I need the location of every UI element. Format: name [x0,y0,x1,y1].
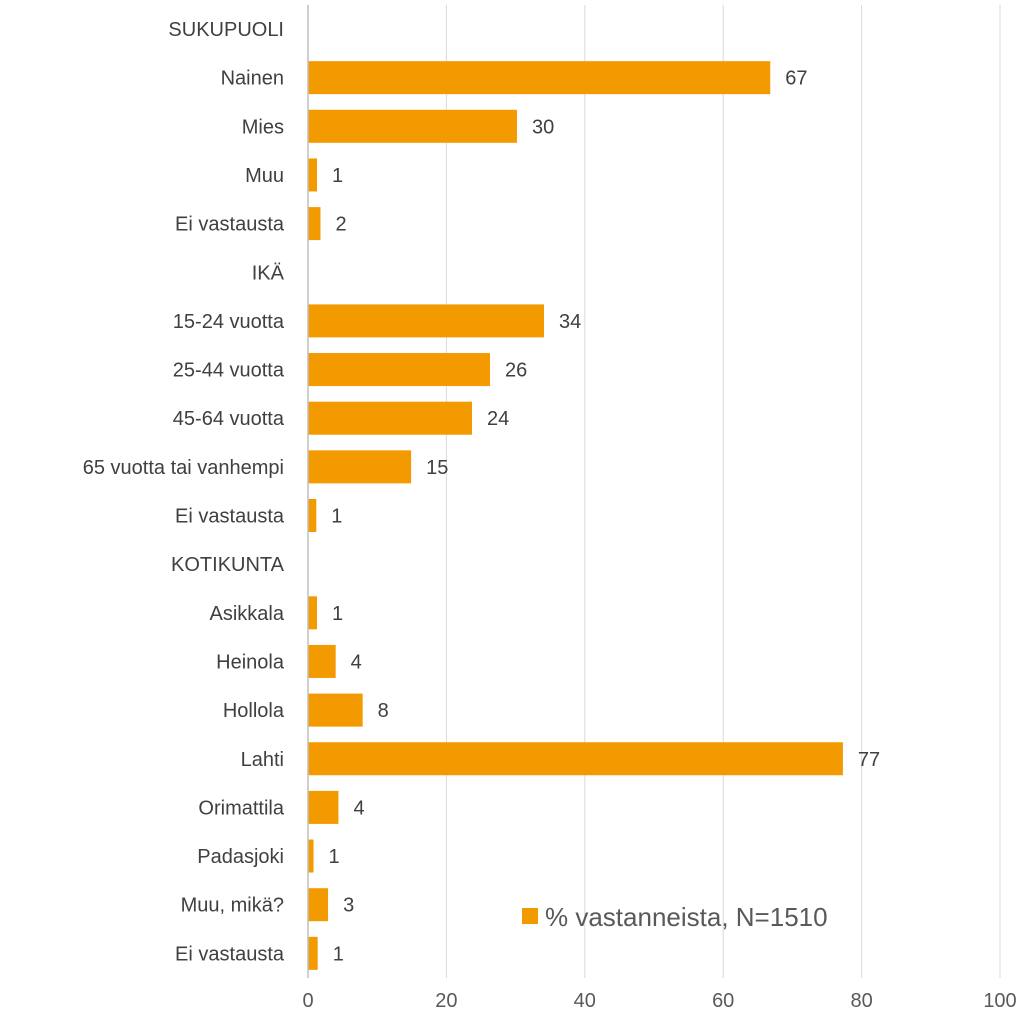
bar [308,888,329,922]
category-labels: SUKUPUOLI Nainen Mies Muu Ei vastausta IKÄ 15-… [83,19,285,965]
bar [308,596,317,630]
bar [308,61,771,95]
bar [308,353,490,387]
x-tick-label: 0 [302,990,313,1012]
bar [308,109,517,143]
category-label: Asikkala [210,603,285,625]
bar [308,158,317,192]
bar [308,693,363,727]
bar [308,499,317,532]
legend: % vastanneista, N=1510 [522,902,828,932]
gridlines [445,5,1001,978]
value-label: 1 [331,506,342,528]
x-tick-label: 80 [850,990,872,1012]
category-label: Hollola [223,700,285,722]
bar [308,401,473,435]
category-label: 15-24 vuotta [173,311,285,333]
value-label: 26 [505,360,527,382]
bar [308,207,321,241]
category-label: 45-64 vuotta [173,408,285,430]
bar [308,304,544,338]
category-label: Heinola [216,651,285,673]
category-label: Mies [242,116,284,138]
x-tick-label: 40 [574,990,596,1012]
bar [308,936,318,970]
category-label: Ei vastausta [175,506,285,528]
bar [308,839,314,873]
category-label: 65 vuotta tai vanhempi [83,457,284,479]
bar [308,742,843,776]
x-tick-label: 60 [712,990,734,1012]
x-tick-labels: 0 20 40 60 80 100 [302,990,1016,1012]
x-tick-label: 100 [983,990,1016,1012]
category-label: Padasjoki [197,846,284,868]
value-label: 8 [378,700,389,722]
value-label: 1 [329,846,340,868]
category-label: Ei vastausta [175,214,285,236]
value-label: 24 [487,408,509,430]
value-label: 1 [333,943,344,965]
bar [308,790,339,824]
bar [308,450,412,484]
value-label: 1 [332,165,343,187]
category-label: Nainen [221,68,284,90]
category-label: IKÄ [252,262,285,284]
category-label: KOTIKUNTA [171,554,285,576]
value-label: 15 [426,457,448,479]
value-label: 1 [332,603,343,625]
legend-label: % vastanneista, N=1510 [545,902,828,932]
category-label: SUKUPUOLI [168,19,284,41]
value-label: 30 [532,116,554,138]
value-label: 4 [351,651,362,673]
bar [308,644,336,678]
category-label: 25-44 vuotta [173,360,285,382]
value-label: 67 [785,68,807,90]
bars [308,61,843,970]
value-label: 3 [343,895,354,917]
category-label: Muu, mikä? [181,895,284,917]
value-labels: 67 30 1 2 34 26 24 15 1 1 4 8 77 4 1 3 1 [329,68,881,966]
x-tick-label: 20 [435,990,457,1012]
value-label: 34 [559,311,581,333]
category-label: Orimattila [198,797,284,819]
category-label: Muu [245,165,284,187]
category-label: Lahti [241,749,284,771]
value-label: 2 [335,214,346,236]
category-label: Ei vastausta [175,943,285,965]
value-label: 77 [858,749,880,771]
value-label: 4 [353,797,364,819]
legend-swatch [522,908,538,924]
